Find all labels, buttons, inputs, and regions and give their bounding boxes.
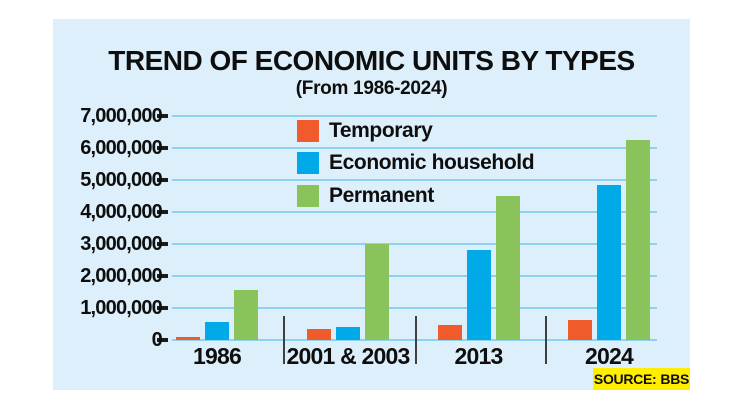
gridline — [172, 275, 657, 277]
legend-item-temporary: Temporary — [297, 119, 433, 142]
y-axis-label: 1,000,000 — [80, 297, 163, 319]
legend-item-permanent: Permanent — [297, 184, 434, 207]
bar-temporary — [568, 320, 592, 340]
bar-permanent — [626, 140, 650, 340]
bar-temporary — [307, 329, 331, 340]
bar-permanent — [365, 244, 389, 340]
x-axis-label: 2024 — [585, 343, 634, 369]
y-axis-tick — [157, 242, 168, 246]
bar-economic-household — [336, 327, 360, 340]
y-axis-tick — [157, 338, 168, 342]
economic-household-swatch-icon — [297, 152, 319, 174]
category-separator — [415, 316, 417, 364]
x-axis-label: 1986 — [193, 343, 242, 369]
category-separator — [545, 316, 547, 364]
x-axis-label: 2001 & 2003 — [286, 343, 411, 369]
y-axis-tick — [157, 178, 168, 182]
bar-temporary — [437, 325, 462, 340]
legend-label: Temporary — [329, 119, 433, 142]
permanent-swatch-icon — [297, 185, 319, 207]
chart-title: TREND OF ECONOMIC UNITS BY TYPES — [108, 45, 635, 76]
bar-permanent — [234, 290, 258, 340]
bar-temporary — [176, 337, 200, 340]
source-prefix: SOURCE: — [593, 371, 657, 387]
x-axis-label: 2013 — [454, 343, 504, 369]
y-axis-label: 0 — [151, 329, 163, 351]
legend-label: Permanent — [329, 184, 434, 207]
y-axis-tick — [157, 274, 168, 278]
y-axis-label: 5,000,000 — [80, 169, 163, 191]
source-badge: SOURCE: BBS — [593, 368, 690, 390]
gridline — [172, 179, 657, 181]
y-axis-tick — [157, 114, 168, 118]
y-axis-label: 6,000,000 — [80, 137, 163, 159]
bar-economic-household — [466, 250, 491, 340]
gridline — [172, 115, 657, 117]
bar-economic-household — [597, 185, 621, 340]
gridline — [172, 147, 657, 149]
chart-card: TREND OF ECONOMIC UNITS BY TYPES (From 1… — [53, 19, 690, 390]
bar-economic-household — [205, 322, 229, 340]
bar-permanent — [495, 196, 520, 340]
legend-item-economic-household: Economic household — [297, 151, 535, 174]
y-axis-label: 2,000,000 — [80, 265, 163, 287]
category-separator — [283, 316, 285, 364]
y-axis-tick — [157, 210, 168, 214]
source-value: BBS — [660, 371, 690, 387]
y-axis-tick — [157, 306, 168, 310]
gridline — [172, 339, 657, 341]
legend-label: Economic household — [329, 151, 535, 174]
y-axis-label: 7,000,000 — [80, 105, 163, 127]
y-axis-label: 3,000,000 — [80, 233, 163, 255]
y-axis-tick — [157, 146, 168, 150]
y-axis-label: 4,000,000 — [80, 201, 163, 223]
gridline — [172, 211, 657, 213]
chart-subtitle: (From 1986-2024) — [295, 78, 448, 99]
gridline — [172, 307, 657, 309]
gridline — [172, 243, 657, 245]
temporary-swatch-icon — [297, 120, 319, 142]
